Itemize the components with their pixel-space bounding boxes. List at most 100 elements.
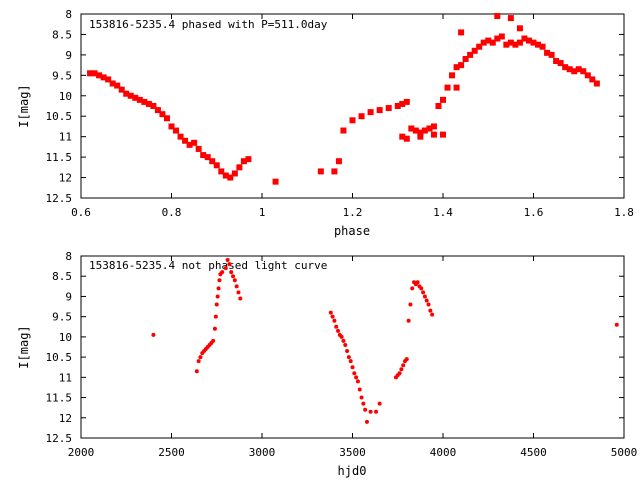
data-point [435, 103, 442, 109]
data-point [512, 41, 519, 48]
data-point [489, 39, 496, 46]
data-point [196, 359, 201, 364]
data-point [317, 168, 324, 175]
data-point [159, 111, 166, 118]
y-tick-label: 10 [59, 90, 72, 103]
x-axis-label: phase [334, 224, 370, 238]
data-point [440, 96, 446, 103]
data-point [200, 152, 207, 159]
data-point [449, 72, 456, 79]
data-point [430, 312, 435, 317]
data-point [109, 80, 116, 87]
data-point [419, 286, 424, 291]
data-point [426, 125, 433, 132]
data-point [399, 100, 406, 107]
data-point [231, 170, 238, 177]
data-point [186, 141, 193, 148]
data-point [336, 328, 341, 333]
data-point [227, 174, 234, 181]
data-point [374, 409, 379, 414]
data-point [428, 308, 433, 313]
data-point [377, 401, 382, 406]
data-point [245, 156, 252, 163]
x-tick-label: 1.4 [433, 206, 453, 219]
data-point [154, 107, 161, 114]
data-point [580, 68, 587, 75]
data-point [516, 25, 523, 32]
x-tick-label: 3000 [249, 446, 276, 459]
data-point [343, 342, 348, 347]
data-point [195, 145, 202, 152]
data-point [535, 41, 542, 48]
data-point [350, 365, 355, 370]
x-tick-label: 4000 [430, 446, 457, 459]
data-point [358, 113, 365, 120]
data-point [272, 178, 279, 185]
data-point [216, 286, 221, 291]
x-tick-label: 2500 [158, 446, 185, 459]
data-point [213, 314, 218, 319]
data-point [453, 84, 460, 91]
data-point [236, 164, 243, 171]
y-tick-label: 10 [59, 331, 72, 344]
data-point [354, 375, 359, 380]
data-point [236, 290, 241, 295]
data-point [557, 60, 564, 67]
data-point [385, 105, 392, 112]
y-axis-label: I[mag] [17, 325, 31, 368]
y-tick-label: 12 [59, 412, 72, 425]
y-tick-label: 9.5 [52, 311, 72, 324]
y-tick-label: 8 [65, 8, 72, 21]
data-point [127, 92, 134, 99]
data-point [417, 129, 424, 136]
ticks: 0.6 0.8 1 1.2 1.4 1.6 1.8 8 8.5 9 9.5 10 10.5 11 11.5 1… [46, 8, 634, 219]
data-point [521, 35, 528, 42]
data-point [424, 298, 429, 303]
data-point [340, 127, 347, 134]
data-point [198, 355, 203, 360]
y-axis-label: I[mag] [17, 84, 31, 127]
data-point [406, 318, 411, 323]
data-point [215, 294, 220, 299]
data-point [213, 162, 220, 169]
data-points [87, 13, 600, 185]
data-point [211, 338, 216, 343]
data-point [614, 322, 619, 327]
data-point [355, 379, 360, 384]
data-point [345, 349, 350, 354]
data-point [220, 270, 225, 275]
data-point [87, 70, 94, 77]
data-point [209, 158, 216, 165]
data-point [503, 41, 510, 48]
data-point [494, 13, 501, 20]
y-tick-label: 9 [65, 49, 72, 62]
data-point [440, 131, 446, 138]
x-tick-label: 4500 [520, 446, 547, 459]
data-point [212, 326, 217, 331]
panel-title: 153816-5235.4 phased with P=511.0day [89, 18, 328, 31]
data-point [332, 318, 337, 323]
data-point [194, 369, 199, 374]
data-point [217, 278, 222, 283]
data-point [421, 127, 428, 134]
data-point [498, 33, 505, 40]
data-point [141, 98, 148, 105]
data-point [571, 68, 578, 75]
data-point [412, 127, 419, 134]
data-point [471, 47, 478, 54]
data-point [204, 154, 211, 161]
data-point [223, 266, 228, 271]
data-point [357, 387, 362, 392]
data-point [191, 139, 198, 146]
data-point [467, 51, 474, 58]
y-tick-label: 12 [59, 172, 72, 185]
data-point [173, 127, 180, 134]
data-point [232, 278, 237, 283]
data-point [368, 409, 373, 414]
x-tick-label: 1 [259, 206, 266, 219]
data-point [168, 123, 175, 130]
data-point [96, 72, 103, 79]
y-tick-label: 8 [65, 250, 72, 263]
data-point [150, 103, 157, 109]
